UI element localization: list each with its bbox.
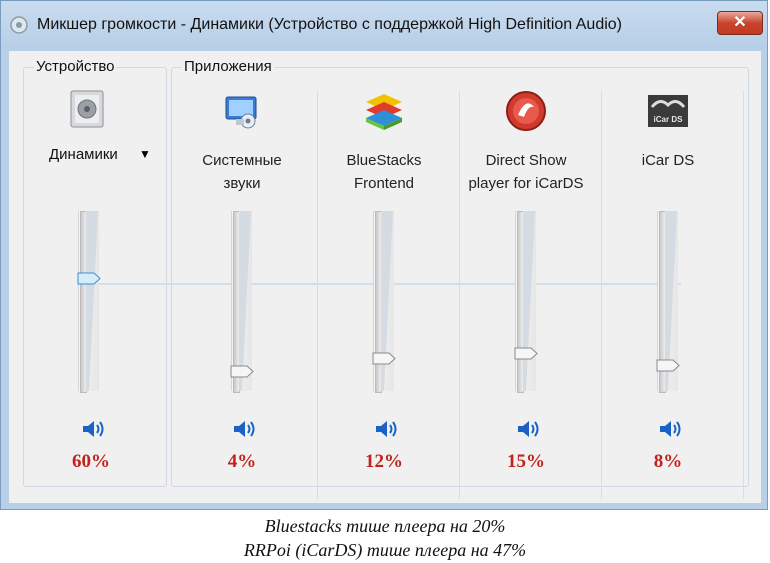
- column-separator: [601, 91, 602, 499]
- app-volume-slider[interactable]: [514, 211, 538, 393]
- speaker-device-icon[interactable]: [67, 87, 111, 131]
- device-selector[interactable]: Динамики ▼: [49, 146, 159, 168]
- device-name: Динамики: [49, 146, 118, 163]
- volume-mixer-window: Микшер громкости - Динамики (Устройство …: [0, 0, 768, 510]
- slider-thumb[interactable]: [656, 359, 680, 372]
- column-separator: [317, 91, 318, 499]
- app-name-line-1: Direct Show: [485, 152, 567, 169]
- caption-line-1: Bluestacks тише плеера на 20%: [264, 516, 506, 536]
- system-sounds-icon[interactable]: [220, 89, 264, 133]
- slider-wedge: [381, 211, 393, 391]
- mute-speaker-icon[interactable]: [658, 418, 682, 440]
- app-name: iCar DS: [598, 149, 738, 172]
- app-volume-percent: 12%: [365, 451, 403, 472]
- directshow-icon[interactable]: [504, 89, 548, 133]
- app-name-line-2: Frontend: [353, 175, 415, 192]
- slider-thumb[interactable]: [372, 352, 396, 365]
- column-separator: [459, 91, 460, 499]
- app-name: Direct Show player for iCarDS: [456, 149, 596, 195]
- icards-icon[interactable]: iCar DS: [646, 89, 690, 133]
- app-name-line-2: player for iCarDS: [468, 175, 584, 192]
- device-volume-slider[interactable]: [77, 211, 101, 393]
- app-name-line-1: BlueStacks: [346, 152, 422, 169]
- app-volume-percent: 8%: [653, 451, 683, 472]
- mute-speaker-icon[interactable]: [81, 418, 105, 440]
- app-name: BlueStacks Frontend: [314, 149, 454, 195]
- chevron-down-icon: ▼: [139, 147, 151, 161]
- device-volume-percent: 60%: [72, 451, 110, 472]
- app-name-line-1: iCar DS: [641, 152, 695, 169]
- app-volume-slider[interactable]: [656, 211, 680, 393]
- slider-wedge: [665, 211, 677, 391]
- mixer-app-icon: [10, 16, 28, 34]
- close-button[interactable]: ✕: [717, 11, 763, 35]
- title-bar[interactable]: Микшер громкости - Динамики (Устройство …: [1, 1, 769, 49]
- applications-group-label: Приложения: [182, 58, 274, 75]
- slider-wedge: [523, 211, 535, 391]
- device-group: Устройство: [23, 58, 167, 487]
- icards-logo-text: iCar DS: [654, 115, 684, 124]
- app-name-line-2: звуки: [223, 175, 261, 192]
- device-group-label: Устройство: [34, 58, 117, 75]
- slider-wedge: [239, 211, 251, 391]
- bluestacks-icon[interactable]: [362, 89, 406, 133]
- caption-line-2: RRPoi (iCarDS) тише плеера на 47%: [243, 540, 527, 560]
- app-name: Системные звуки: [172, 149, 312, 195]
- slider-thumb[interactable]: [230, 365, 254, 378]
- app-name-line-1: Системные: [202, 152, 282, 169]
- applications-group: Приложения: [171, 58, 749, 487]
- slider-thumb[interactable]: [77, 272, 101, 285]
- slider-wedge: [86, 211, 98, 391]
- app-volume-percent: 4%: [227, 451, 257, 472]
- app-volume-slider[interactable]: [230, 211, 254, 393]
- app-volume-percent: 15%: [507, 451, 545, 472]
- app-volume-slider[interactable]: [372, 211, 396, 393]
- column-separator: [743, 91, 744, 499]
- window-title: Микшер громкости - Динамики (Устройство …: [37, 16, 622, 33]
- mute-speaker-icon[interactable]: [374, 418, 398, 440]
- mute-speaker-icon[interactable]: [232, 418, 256, 440]
- slider-thumb[interactable]: [514, 347, 538, 360]
- mute-speaker-icon[interactable]: [516, 418, 540, 440]
